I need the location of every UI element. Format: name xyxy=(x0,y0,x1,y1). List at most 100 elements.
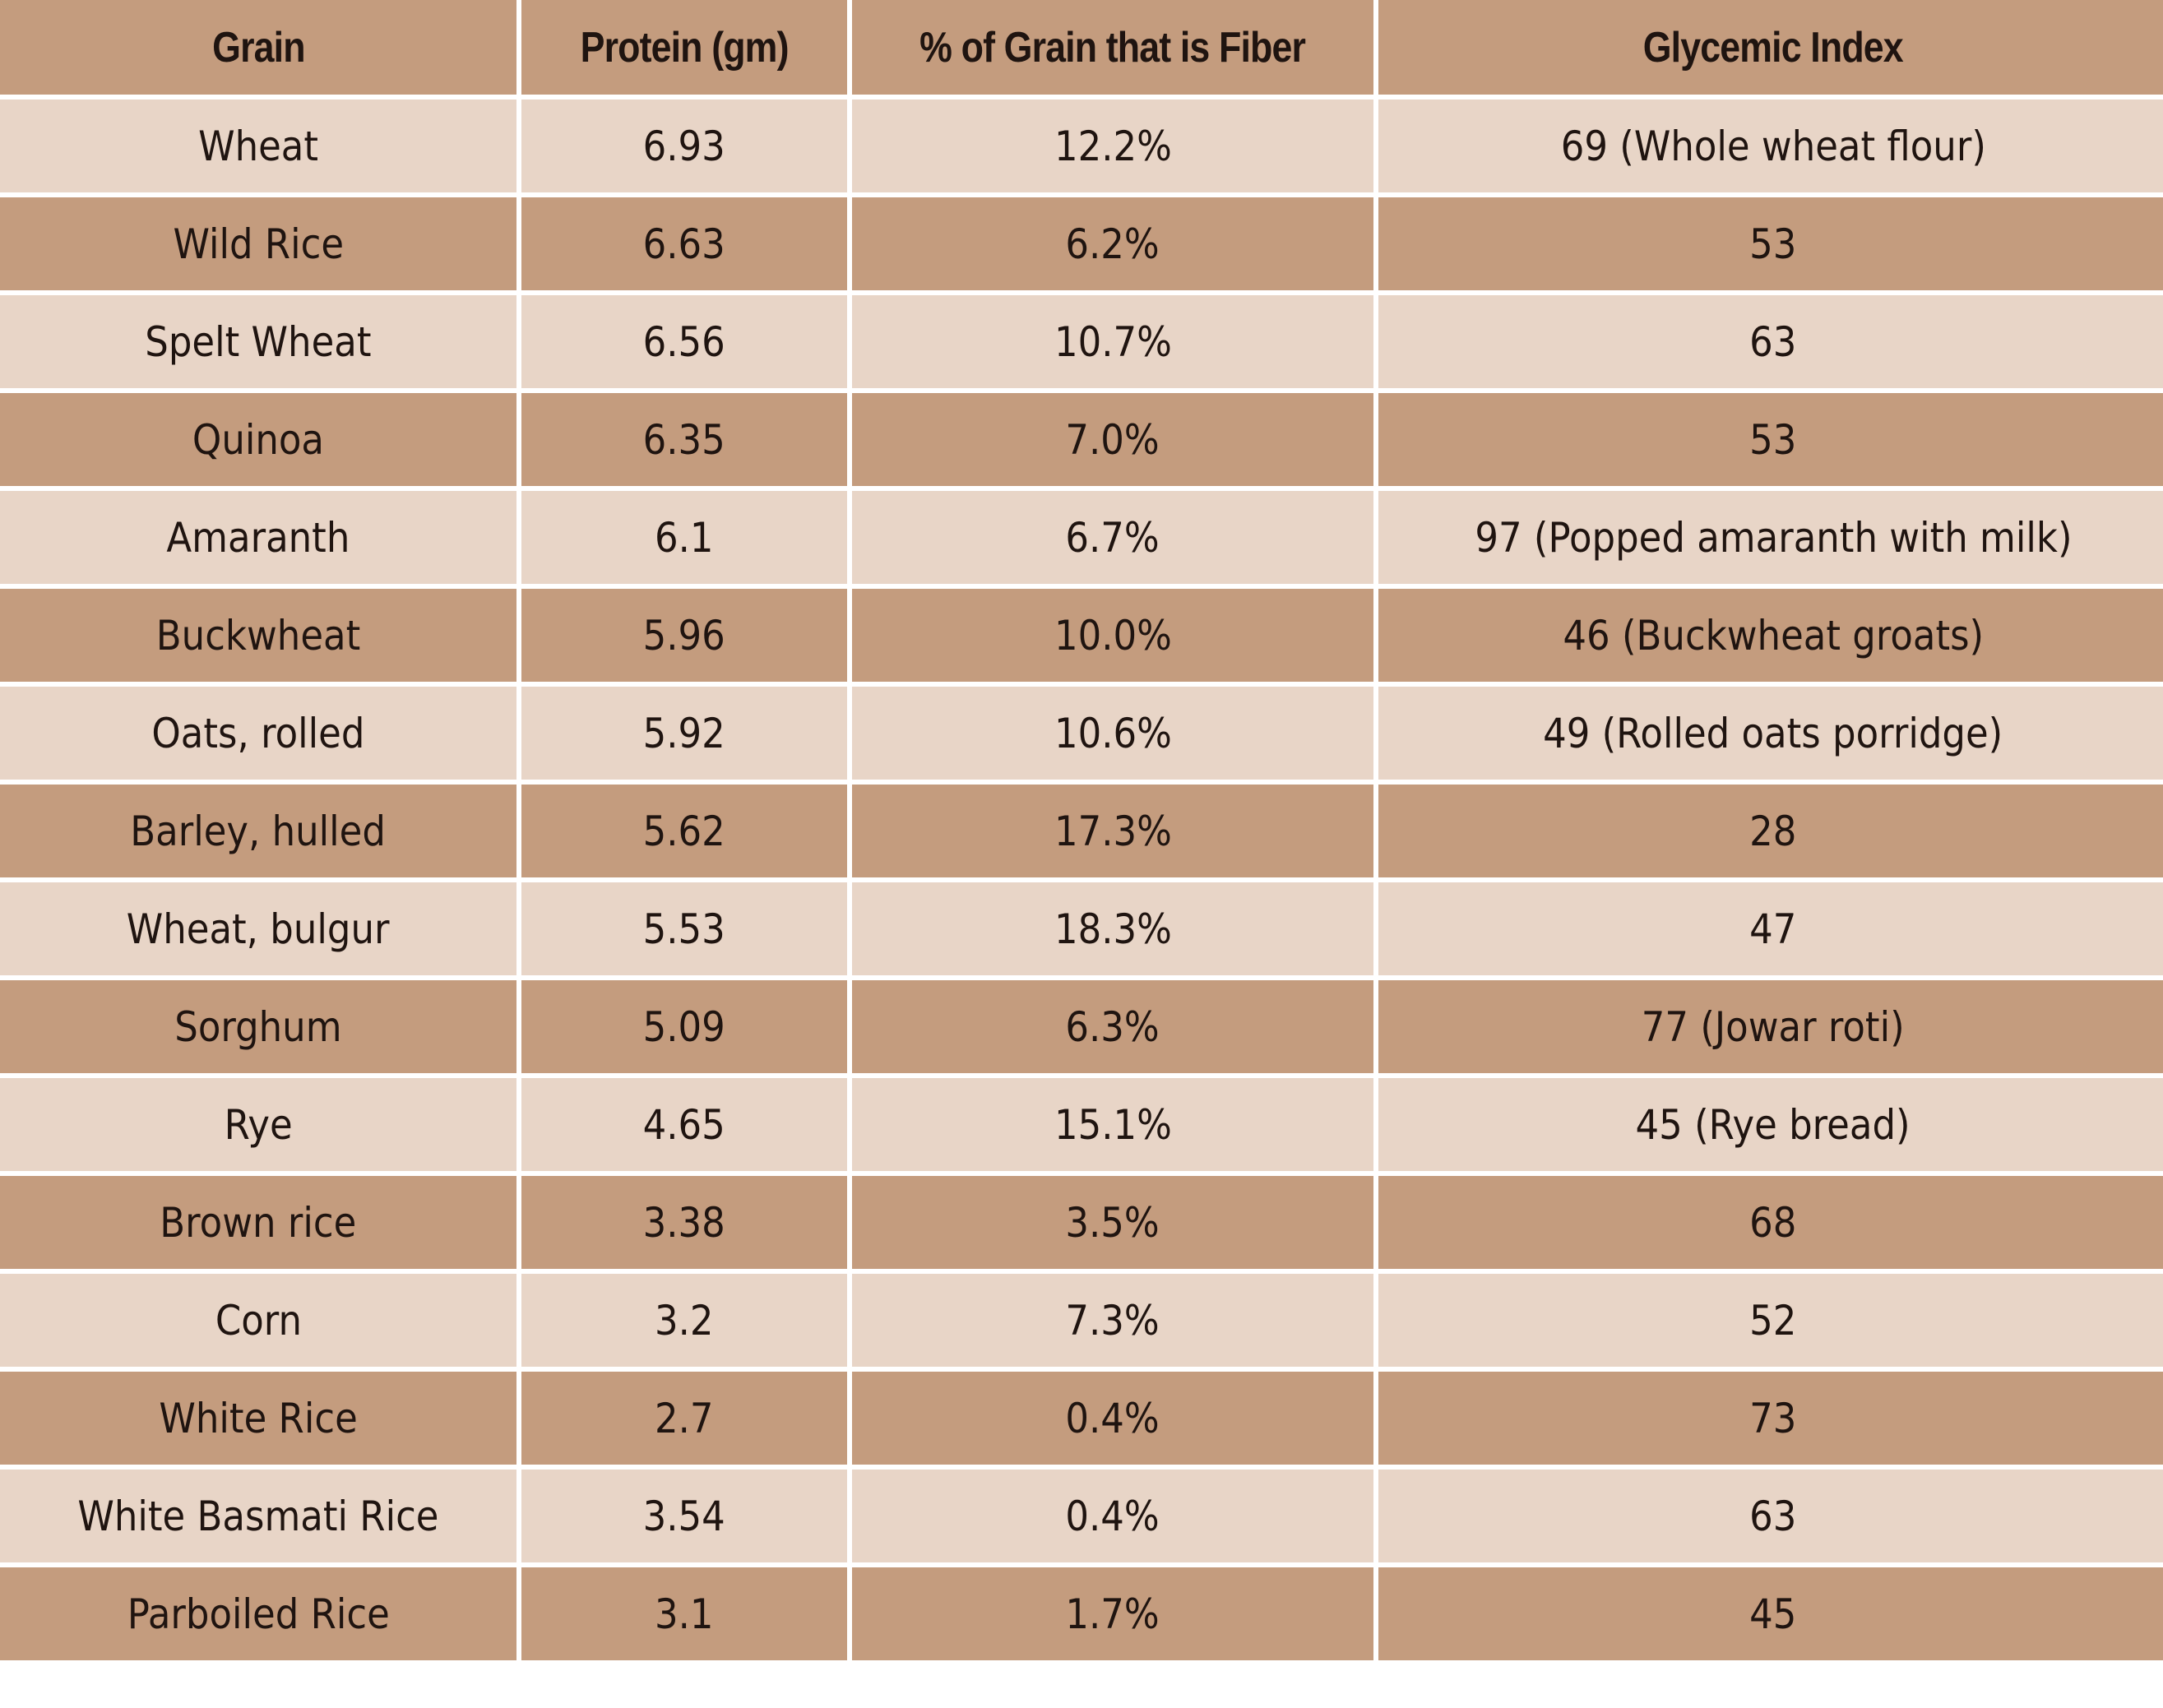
table-row: White Basmati Rice 3.54 0.4% 63 xyxy=(0,1470,2163,1562)
cell-value: Oats, rolled xyxy=(151,709,365,757)
cell-protein: 4.65 xyxy=(521,1078,847,1171)
cell-value: 2.7 xyxy=(655,1394,714,1442)
cell-fiber: 10.6% xyxy=(852,687,1373,780)
cell-glycemic-index: 53 xyxy=(1378,197,2163,290)
cell-glycemic-index: 97 (Popped amaranth with milk) xyxy=(1378,491,2163,584)
cell-value: 53 xyxy=(1749,220,1797,268)
cell-protein: 3.54 xyxy=(521,1470,847,1562)
cell-protein: 2.7 xyxy=(521,1372,847,1465)
cell-value: 6.35 xyxy=(642,415,726,464)
column-header-fiber: % of Grain that is Fiber xyxy=(852,0,1373,95)
cell-glycemic-index: 69 (Whole wheat flour) xyxy=(1378,100,2163,192)
cell-value: 6.3% xyxy=(1065,1002,1160,1051)
cell-value: 3.5% xyxy=(1065,1198,1160,1247)
cell-value: 3.1 xyxy=(655,1590,714,1638)
table-row: Wild Rice 6.63 6.2% 53 xyxy=(0,197,2163,290)
cell-value: 6.93 xyxy=(642,122,726,170)
cell-value: 5.53 xyxy=(642,905,726,953)
cell-glycemic-index: 45 (Rye bread) xyxy=(1378,1078,2163,1171)
cell-value: 0.4% xyxy=(1065,1394,1160,1442)
cell-value: 69 (Whole wheat flour) xyxy=(1560,122,1986,170)
cell-value: 1.7% xyxy=(1065,1590,1160,1638)
cell-value: Buckwheat xyxy=(155,611,361,660)
cell-fiber: 10.0% xyxy=(852,589,1373,682)
cell-value: 6.63 xyxy=(642,220,726,268)
cell-fiber: 6.2% xyxy=(852,197,1373,290)
cell-value: 63 xyxy=(1749,317,1797,366)
cell-value: Spelt Wheat xyxy=(145,317,372,366)
cell-value: 4.65 xyxy=(642,1100,726,1149)
cell-value: 10.0% xyxy=(1054,611,1172,660)
cell-glycemic-index: 63 xyxy=(1378,1470,2163,1562)
cell-value: 53 xyxy=(1749,415,1797,464)
table-row: Spelt Wheat 6.56 10.7% 63 xyxy=(0,295,2163,388)
cell-protein: 5.09 xyxy=(521,980,847,1073)
table-row: Wheat, bulgur 5.53 18.3% 47 xyxy=(0,882,2163,975)
cell-value: 10.7% xyxy=(1054,317,1172,366)
cell-value: 10.6% xyxy=(1054,709,1172,757)
cell-grain: Wheat, bulgur xyxy=(0,882,516,975)
cell-protein: 6.1 xyxy=(521,491,847,584)
cell-value: Rye xyxy=(224,1100,293,1149)
cell-protein: 6.56 xyxy=(521,295,847,388)
cell-value: 3.38 xyxy=(642,1198,726,1247)
cell-grain: Corn xyxy=(0,1274,516,1367)
cell-value: 6.1 xyxy=(655,513,714,562)
cell-value: 0.4% xyxy=(1065,1492,1160,1540)
cell-value: 6.7% xyxy=(1065,513,1160,562)
cell-value: Sorghum xyxy=(174,1002,342,1051)
cell-value: White Rice xyxy=(159,1394,358,1442)
cell-grain: Quinoa xyxy=(0,393,516,486)
cell-value: Brown rice xyxy=(160,1198,357,1247)
table-row: Oats, rolled 5.92 10.6% 49 (Rolled oats por… xyxy=(0,687,2163,780)
cell-value: Quinoa xyxy=(192,415,325,464)
table-row: Amaranth 6.1 6.7% 97 (Popped amaranth with … xyxy=(0,491,2163,584)
cell-value: 77 (Jowar roti) xyxy=(1642,1002,1905,1051)
table-row: Buckwheat 5.96 10.0% 46 (Buckwheat groats) xyxy=(0,589,2163,682)
cell-grain: Parboiled Rice xyxy=(0,1567,516,1660)
table-row: Sorghum 5.09 6.3% 77 (Jowar roti) xyxy=(0,980,2163,1073)
cell-fiber: 1.7% xyxy=(852,1567,1373,1660)
cell-grain: White Basmati Rice xyxy=(0,1470,516,1562)
cell-value: 7.3% xyxy=(1065,1296,1160,1345)
cell-fiber: 18.3% xyxy=(852,882,1373,975)
cell-grain: White Rice xyxy=(0,1372,516,1465)
cell-value: 5.96 xyxy=(642,611,726,660)
cell-value: 73 xyxy=(1749,1394,1797,1442)
table-row: Wheat 6.93 12.2% 69 (Whole wheat flour) xyxy=(0,100,2163,192)
table-body: Wheat 6.93 12.2% 69 (Whole wheat flour) Wild… xyxy=(0,100,2163,1660)
cell-value: 47 xyxy=(1749,905,1797,953)
cell-value: 28 xyxy=(1749,807,1797,855)
column-header-label: Glycemic Index xyxy=(1642,23,1904,72)
cell-value: 46 (Buckwheat groats) xyxy=(1563,611,1984,660)
cell-protein: 5.53 xyxy=(521,882,847,975)
cell-value: White Basmati Rice xyxy=(77,1492,439,1540)
grain-nutrition-table: Grain Protein (gm) % of Grain that is Fi… xyxy=(0,0,2163,1660)
cell-glycemic-index: 73 xyxy=(1378,1372,2163,1465)
cell-value: 15.1% xyxy=(1054,1100,1172,1149)
cell-fiber: 17.3% xyxy=(852,785,1373,877)
cell-glycemic-index: 49 (Rolled oats porridge) xyxy=(1378,687,2163,780)
cell-grain: Wheat xyxy=(0,100,516,192)
cell-glycemic-index: 47 xyxy=(1378,882,2163,975)
table-row: Rye 4.65 15.1% 45 (Rye bread) xyxy=(0,1078,2163,1171)
cell-value: 3.2 xyxy=(655,1296,714,1345)
table-row: Barley, hulled 5.62 17.3% 28 xyxy=(0,785,2163,877)
cell-protein: 5.96 xyxy=(521,589,847,682)
column-header-label: % of Grain that is Fiber xyxy=(919,23,1307,72)
cell-value: 5.09 xyxy=(642,1002,726,1051)
cell-value: Wheat xyxy=(198,122,318,170)
column-header-label: Grain xyxy=(211,23,305,72)
cell-glycemic-index: 53 xyxy=(1378,393,2163,486)
table-header: Grain Protein (gm) % of Grain that is Fi… xyxy=(0,0,2163,95)
cell-protein: 6.35 xyxy=(521,393,847,486)
cell-protein: 3.2 xyxy=(521,1274,847,1367)
cell-fiber: 0.4% xyxy=(852,1372,1373,1465)
cell-fiber: 15.1% xyxy=(852,1078,1373,1171)
cell-value: 6.2% xyxy=(1065,220,1160,268)
cell-value: 6.56 xyxy=(642,317,726,366)
cell-value: 52 xyxy=(1749,1296,1797,1345)
cell-value: 18.3% xyxy=(1054,905,1172,953)
cell-value: 5.62 xyxy=(642,807,726,855)
cell-value: 68 xyxy=(1749,1198,1797,1247)
